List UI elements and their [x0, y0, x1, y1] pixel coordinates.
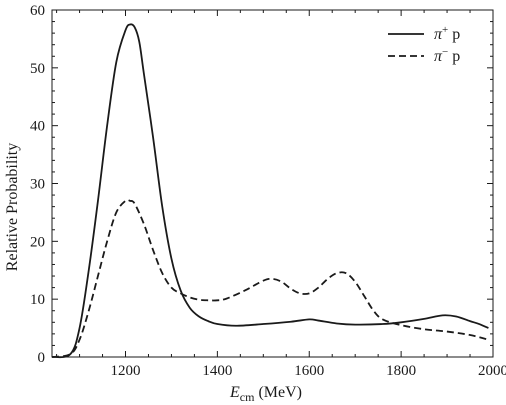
plot-area: [51, 9, 494, 358]
y-tick-label: 20: [30, 234, 45, 250]
y-tick-label: 50: [30, 61, 45, 77]
x-axis-title-symbol: E: [229, 384, 240, 401]
x-axis-title-subscript: cm: [240, 390, 255, 404]
series-group: [51, 23, 489, 359]
plot-frame: [51, 9, 494, 358]
legend-label-symbol: π: [434, 48, 443, 65]
legend-label-superscript: +: [442, 24, 448, 36]
y-tick-label: 30: [30, 177, 45, 193]
y-tick-label: 0: [38, 350, 46, 366]
x-tick-label: 1800: [386, 363, 416, 379]
legend-label: π+ p: [434, 24, 460, 43]
legend: π+ pπ− p: [388, 24, 460, 65]
x-axis-title-unit: (MeV): [254, 384, 302, 401]
x-axis-title: Ecm (MeV): [229, 384, 302, 404]
x-tick-label: 2000: [478, 363, 506, 379]
y-tick-label: 40: [30, 119, 45, 135]
y-axis-title: Relative Probability: [4, 143, 21, 271]
x-tick-label: 1600: [294, 363, 324, 379]
legend-label-particle: p: [448, 48, 460, 65]
series-line-pi-plus-p: [51, 23, 489, 359]
y-tick-label: 60: [30, 3, 45, 19]
x-tick-label: 1400: [202, 363, 232, 379]
series-line-pi-minus-p: [51, 198, 489, 358]
legend-label-particle: p: [448, 26, 460, 43]
legend-label-symbol: π: [434, 26, 443, 43]
x-axis: 1200 1400 1600 1800 2000: [56, 10, 506, 379]
y-axis: 0 10 20 30 40 50 60: [30, 3, 493, 366]
y-tick-label: 10: [30, 292, 45, 308]
x-tick-label: 1200: [111, 363, 141, 379]
legend-label: π− p: [434, 46, 460, 65]
legend-label-superscript: −: [442, 46, 448, 58]
